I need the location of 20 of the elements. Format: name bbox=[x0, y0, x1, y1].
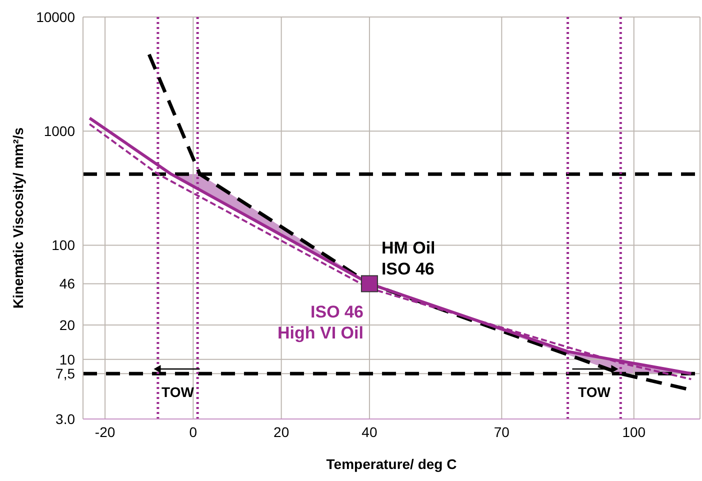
annotation: TOW bbox=[162, 384, 195, 400]
x-tick-label: 70 bbox=[494, 424, 510, 440]
y-tick-label: 3.0 bbox=[56, 410, 76, 427]
x-tick-label: 40 bbox=[362, 424, 378, 440]
y-tick-label: 20 bbox=[59, 316, 76, 333]
x-tick-label: -20 bbox=[94, 424, 116, 440]
annotation: ISO 46 High VI Oil bbox=[278, 302, 364, 343]
x-axis-title: Temperature/ deg C bbox=[326, 456, 457, 472]
y-tick-label: 10000 bbox=[36, 8, 76, 25]
annotation: HM Oil ISO 46 bbox=[381, 238, 436, 279]
y-tick-label: 7,5 bbox=[56, 366, 76, 382]
x-tick-label: 100 bbox=[622, 424, 646, 440]
y-tick-label: 1000 bbox=[44, 123, 76, 140]
y-axis-title: Kinematic Viscosity/ mm²/s bbox=[10, 127, 26, 309]
y-tick-label: 10 bbox=[59, 351, 76, 368]
annotation: TOW bbox=[578, 384, 612, 400]
x-tick-label: 0 bbox=[189, 424, 198, 440]
y-tick-label: 100 bbox=[52, 237, 76, 254]
x-tick-label: 20 bbox=[274, 424, 290, 440]
y-tick-label: 46 bbox=[59, 276, 76, 292]
